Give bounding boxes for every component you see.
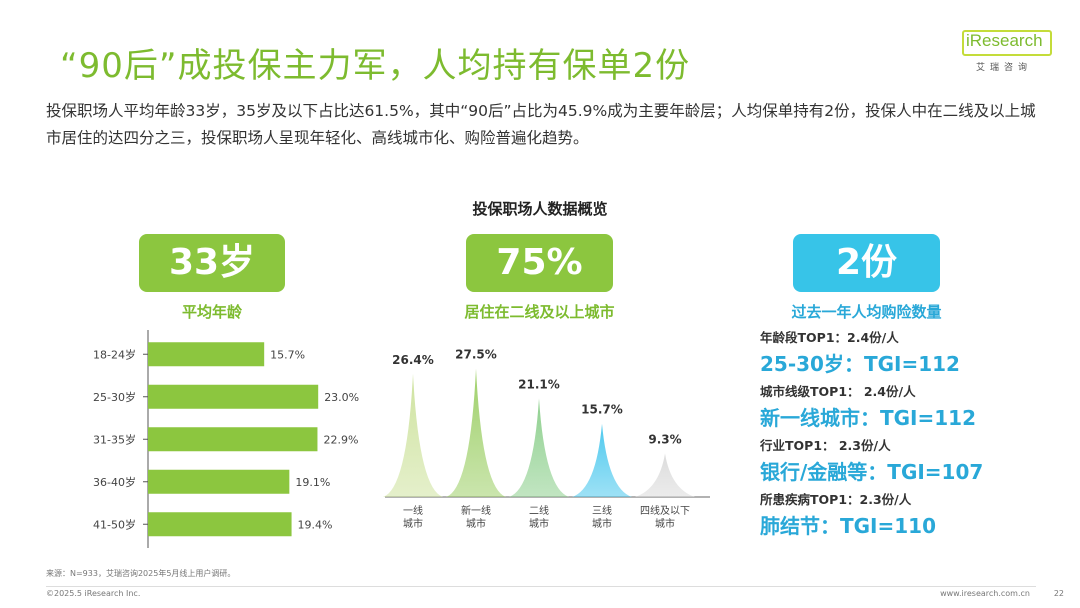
city-category-label: 二线 bbox=[529, 504, 549, 517]
age-bar bbox=[148, 469, 290, 494]
kpi-average-age: 33岁 bbox=[139, 234, 285, 292]
city-value-label: 9.3% bbox=[648, 433, 681, 447]
age-category-label: 18-24岁 bbox=[93, 347, 136, 361]
stat-industry: 行业TOP1： 2.3份/人 银行/金融等：TGI=107 bbox=[760, 435, 1060, 489]
age-category-label: 41-50岁 bbox=[93, 517, 136, 531]
stat-disease-head: 所患疾病TOP1：2.3份/人 bbox=[760, 492, 912, 507]
city-category-label: 一线 bbox=[403, 504, 423, 517]
city-category-label: 新一线 bbox=[461, 504, 491, 517]
city-category-label: 三线 bbox=[592, 504, 612, 517]
city-peak bbox=[383, 373, 443, 497]
kpi-city-share: 75% bbox=[466, 234, 613, 292]
age-bar bbox=[148, 342, 265, 367]
source-note: 来源：N=933，艾瑞咨询2025年5月线上用户调研。 bbox=[46, 569, 236, 578]
city-value-label: 26.4% bbox=[392, 353, 434, 367]
stat-city-head: 城市线级TOP1： 2.4份/人 bbox=[760, 384, 916, 399]
city-peak bbox=[572, 423, 632, 497]
page-title: “90后”成投保主力军，人均持有保单2份 bbox=[60, 46, 691, 86]
stat-age: 年龄段TOP1：2.4份/人 25-30岁：TGI=112 bbox=[760, 327, 1060, 381]
age-category-label: 36-40岁 bbox=[93, 475, 136, 489]
lead-paragraph: 投保职场人平均年龄33岁，35岁及以下占比达61.5%，其中“90后”占比为45… bbox=[46, 102, 1036, 147]
kpi-average-age-label: 平均年龄 bbox=[181, 303, 242, 321]
kpi-city-share-label: 居住在二线及以上城市 bbox=[464, 303, 615, 321]
city-peak-chart: 26.4%一线城市27.5%新一线城市21.1%二线城市15.7%三线城市9.3… bbox=[383, 348, 710, 530]
city-category-label: 城市 bbox=[655, 517, 675, 530]
stat-disease-main: 肺结节：TGI=110 bbox=[760, 514, 937, 538]
age-category-label: 31-35岁 bbox=[93, 432, 136, 446]
city-category-label: 城市 bbox=[466, 517, 486, 530]
age-value-label: 23.0% bbox=[324, 391, 359, 404]
policy-stats: 年龄段TOP1：2.4份/人 25-30岁：TGI=112 城市线级TOP1： … bbox=[760, 327, 1060, 543]
stat-age-main: 25-30岁：TGI=112 bbox=[760, 352, 960, 376]
city-category-label: 四线及以下 bbox=[640, 504, 690, 517]
kpi-policy-count-label: 过去一年人均购险数量 bbox=[791, 303, 942, 321]
stat-city-main: 新一线城市：TGI=112 bbox=[760, 406, 977, 430]
website: www.iresearch.com.cn bbox=[940, 589, 1030, 598]
age-value-label: 22.9% bbox=[323, 433, 358, 446]
copyright: ©2025.5 iResearch Inc. bbox=[46, 589, 141, 598]
city-category-label: 城市 bbox=[529, 517, 549, 530]
logo-text: iResearch bbox=[966, 31, 1043, 50]
stat-disease: 所患疾病TOP1：2.3份/人 肺结节：TGI=110 bbox=[760, 489, 1060, 543]
overview-title: 投保职场人数据概览 bbox=[472, 200, 608, 218]
city-value-label: 21.1% bbox=[518, 378, 560, 392]
age-bar bbox=[148, 384, 319, 409]
age-bar bbox=[148, 427, 318, 452]
age-value-label: 19.1% bbox=[295, 476, 330, 489]
city-peak bbox=[635, 453, 695, 497]
logo-frame bbox=[962, 30, 1052, 56]
city-peak bbox=[509, 398, 569, 497]
age-bar-chart: 18-24岁 15.7% 25-30岁 23.0% 31-35岁 22.9% 36-40岁 1… bbox=[93, 330, 359, 548]
iresearch-logo: iResearch 艾瑞咨询 bbox=[962, 26, 1052, 74]
age-category-label: 25-30岁 bbox=[93, 390, 136, 404]
stat-industry-head: 行业TOP1： 2.3份/人 bbox=[760, 438, 891, 453]
city-value-label: 15.7% bbox=[581, 403, 623, 417]
stat-industry-main: 银行/金融等：TGI=107 bbox=[760, 460, 984, 484]
age-value-label: 19.4% bbox=[298, 518, 333, 531]
stat-city: 城市线级TOP1： 2.4份/人 新一线城市：TGI=112 bbox=[760, 381, 1060, 435]
city-value-label: 27.5% bbox=[455, 348, 497, 362]
city-category-label: 城市 bbox=[403, 517, 423, 530]
stat-age-head: 年龄段TOP1：2.4份/人 bbox=[760, 330, 899, 345]
age-bar bbox=[148, 512, 292, 537]
page-number: 22 bbox=[1053, 589, 1064, 598]
kpi-policy-count: 2份 bbox=[793, 234, 940, 292]
logo-subtitle: 艾瑞咨询 bbox=[976, 63, 1033, 73]
age-value-label: 15.7% bbox=[270, 348, 305, 361]
city-peak bbox=[446, 368, 506, 497]
footer-divider bbox=[46, 586, 1036, 587]
city-category-label: 城市 bbox=[592, 517, 612, 530]
